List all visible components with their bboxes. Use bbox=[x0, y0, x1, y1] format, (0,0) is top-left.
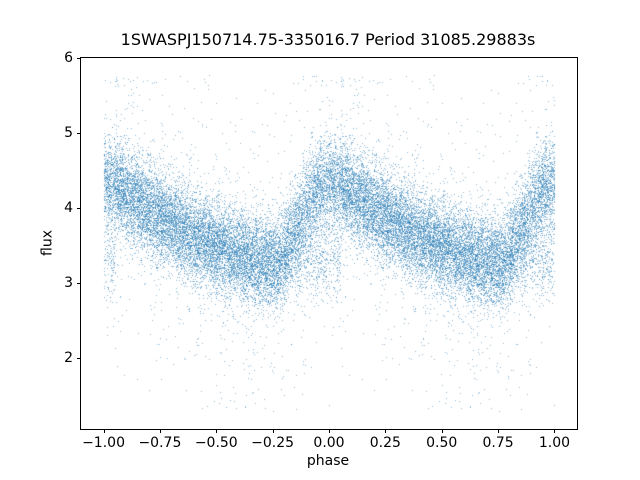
y-tick-label: 6 bbox=[64, 50, 73, 66]
x-tick-label: −0.25 bbox=[251, 435, 295, 451]
x-tick-label: −0.50 bbox=[194, 435, 238, 451]
x-tick-mark bbox=[216, 429, 218, 433]
x-tick-label: −0.75 bbox=[138, 435, 182, 451]
y-tick-mark bbox=[77, 357, 81, 359]
y-tick-mark bbox=[77, 207, 81, 209]
x-tick-mark bbox=[329, 429, 330, 433]
x-tick-label: 0.50 bbox=[426, 435, 458, 451]
y-axis-label: flux bbox=[39, 230, 56, 256]
y-tick-mark bbox=[77, 58, 81, 59]
x-tick-label: 0.25 bbox=[369, 435, 401, 451]
y-tick-label: 2 bbox=[64, 349, 73, 366]
x-tick-label: 0.00 bbox=[313, 435, 345, 451]
y-tick-label: 3 bbox=[64, 274, 73, 291]
y-tick-mark bbox=[77, 282, 81, 284]
y-tick-label: 5 bbox=[64, 124, 73, 141]
x-tick-label: −1.00 bbox=[82, 435, 125, 451]
x-axis-label: phase bbox=[306, 453, 350, 469]
x-tick-mark bbox=[103, 429, 105, 433]
plot-area: −1.00 −0.75 −0.50 −0.25 0.00 0.25 0.50 0.75 1.00… bbox=[64, 51, 578, 450]
chart-title: 1SWASPJ150714.75-335016.7 Period 31085.2… bbox=[120, 30, 536, 49]
x-tick-mark bbox=[159, 429, 161, 433]
x-tick-mark bbox=[441, 429, 443, 433]
x-tick-mark bbox=[498, 429, 500, 433]
y-tick-label: 4 bbox=[64, 199, 73, 216]
x-tick-mark bbox=[554, 429, 556, 433]
x-tick-label: 0.75 bbox=[482, 435, 514, 451]
y-tick-mark bbox=[77, 132, 81, 134]
x-tick-mark bbox=[272, 429, 274, 433]
x-tick-label: 1.00 bbox=[538, 435, 571, 451]
scatter-points-canvas bbox=[81, 58, 577, 429]
x-tick-mark bbox=[385, 429, 387, 433]
